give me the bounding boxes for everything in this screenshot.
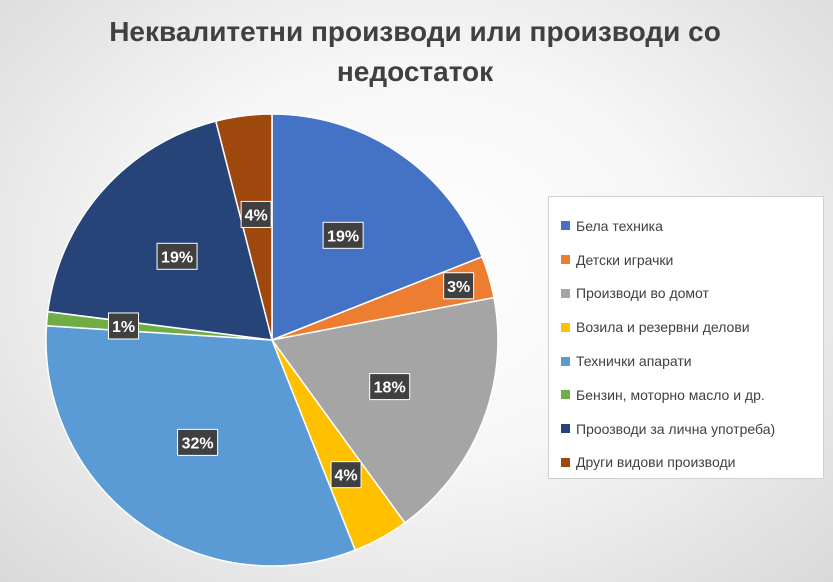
- legend-swatch: [561, 457, 570, 467]
- svg-text:19%: 19%: [161, 249, 193, 266]
- svg-text:19%: 19%: [327, 228, 359, 245]
- data-label-7: 19%: [156, 242, 198, 270]
- data-label-6: 1%: [108, 312, 140, 340]
- svg-text:3%: 3%: [447, 279, 470, 296]
- chart-title: Неквалитетни производи или производи со …: [109, 16, 721, 87]
- data-label-2: 3%: [443, 272, 475, 300]
- legend-label: Детски играчки: [576, 251, 674, 268]
- data-label-1: 19%: [322, 221, 364, 249]
- legend-label: Други видови производи: [576, 454, 736, 471]
- legend-swatch: [561, 390, 570, 400]
- legend-item-3: Производи во домот: [561, 277, 823, 311]
- legend-label: Производи во домот: [576, 285, 709, 302]
- legend-item-4: Возила и резервни делови: [561, 310, 823, 344]
- svg-text:18%: 18%: [374, 380, 406, 397]
- legend-swatch: [561, 322, 570, 332]
- legend-swatch: [561, 255, 570, 265]
- svg-text:32%: 32%: [182, 435, 214, 452]
- svg-text:4%: 4%: [334, 468, 357, 485]
- data-label-4: 4%: [330, 461, 362, 489]
- legend-swatch: [561, 356, 570, 366]
- pie-slice-3: [270, 296, 499, 524]
- legend-item-5: Технички апарати: [561, 344, 823, 378]
- legend-swatch: [561, 424, 570, 434]
- legend-label: Бела техника: [576, 217, 663, 234]
- data-label-5: 32%: [177, 428, 219, 456]
- legend-label: Проозводи за лична употреба): [576, 420, 776, 437]
- legend-item-1: Бела техника: [561, 209, 823, 243]
- pie-slice-1: [271, 113, 484, 342]
- legend-item-7: Проозводи за лична употреба): [561, 412, 823, 446]
- pie-slice-7: [46, 120, 274, 341]
- data-label-8: 4%: [240, 200, 272, 228]
- legend-item-8: Други видови производи: [561, 446, 823, 480]
- chart-legend: Бела техника Детски играчки Производи во д…: [548, 196, 824, 479]
- data-label-3: 18%: [369, 373, 411, 401]
- legend-swatch: [561, 221, 570, 231]
- svg-text:4%: 4%: [245, 207, 268, 224]
- legend-label: Технички апарати: [576, 353, 692, 370]
- legend-label: Бензин, моторно масло и др.: [576, 386, 765, 403]
- svg-text:1%: 1%: [112, 319, 135, 336]
- legend-item-2: Детски играчки: [561, 243, 823, 277]
- legend-item-6: Бензин, моторно масло и др.: [561, 378, 823, 412]
- legend-swatch: [561, 288, 570, 298]
- legend-label: Возила и резервни делови: [576, 319, 750, 336]
